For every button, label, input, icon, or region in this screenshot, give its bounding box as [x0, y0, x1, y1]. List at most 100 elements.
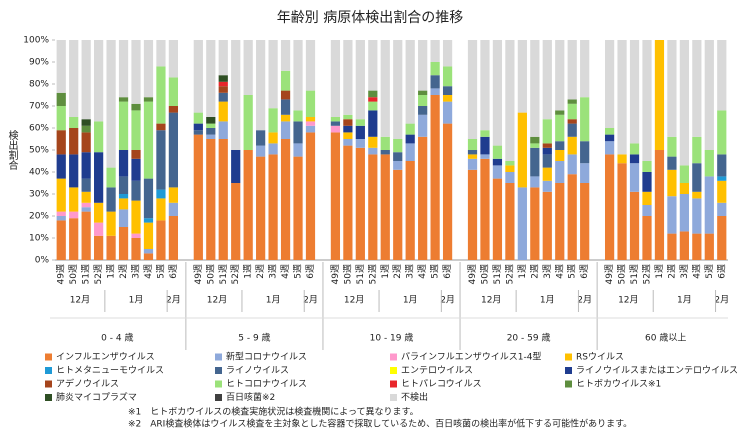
- legend-label: ライノウイルス: [226, 365, 289, 376]
- bar-segment: [442, 95, 453, 102]
- bar-segment: [567, 174, 577, 260]
- legend-label: エンテロウイルス: [401, 365, 473, 376]
- bar-segment: [118, 150, 129, 177]
- bar-segment: [542, 154, 552, 168]
- bar-segment: [280, 114, 291, 122]
- bar-segment: [667, 196, 677, 234]
- bar-segment: [280, 90, 291, 100]
- bar-segment: [106, 167, 116, 188]
- bar-segment: [293, 40, 303, 111]
- bar-segment: [293, 143, 303, 157]
- bar-segment: [118, 194, 129, 199]
- bar-segment: [193, 112, 203, 124]
- legend-label: パラインフルエンザウイルス1-4型: [401, 352, 541, 363]
- bar-segment: [555, 141, 565, 150]
- bar-segment: [492, 165, 503, 179]
- bar-segment: [243, 40, 253, 95]
- legend-label: 不検出: [401, 391, 428, 403]
- bar-segment: [293, 110, 303, 122]
- bar-segment: [343, 119, 353, 126]
- bar-segment: [418, 136, 428, 260]
- month-label: 12月: [207, 295, 227, 306]
- legend-label: 百日咳菌※2: [226, 391, 275, 403]
- bar-segment: [517, 40, 527, 113]
- bar-segment: [480, 136, 490, 155]
- legend-swatch: [45, 380, 52, 388]
- bar-segment: [530, 176, 540, 188]
- bar-segment: [280, 99, 291, 115]
- bar-segment: [131, 180, 141, 201]
- bar-segment: [517, 112, 527, 188]
- bar-segment: [704, 176, 714, 234]
- x-tick-label: 6週: [168, 264, 179, 279]
- bar-segment: [69, 128, 79, 155]
- bar-segment: [368, 97, 378, 102]
- bar-segment: [430, 88, 440, 95]
- bar-segment: [268, 154, 278, 260]
- bar-segment: [430, 75, 440, 89]
- legend-swatch: [565, 367, 572, 374]
- y-tick-label: 30%: [29, 190, 49, 200]
- y-tick-label: 100%: [23, 36, 49, 46]
- x-tick-label: 3週: [679, 264, 690, 279]
- bar-segment: [131, 40, 141, 104]
- bar-segment: [442, 86, 453, 95]
- bar-segment: [667, 156, 677, 170]
- bar-segment: [280, 121, 291, 139]
- bar-segment: [143, 97, 154, 102]
- bar-segment: [492, 158, 503, 166]
- bar-segment: [530, 136, 540, 144]
- bar-segment: [218, 121, 228, 139]
- bar-segment: [280, 40, 291, 71]
- bar-segment: [480, 130, 490, 137]
- x-tick-label: 52週: [93, 264, 104, 284]
- legend-swatch: [390, 380, 397, 388]
- bar-segment: [106, 211, 116, 236]
- chart-title: 年齢別 病原体検出割合の推移: [277, 9, 463, 26]
- group-label: 60 歳以上: [645, 332, 686, 344]
- bar-segment: [56, 106, 66, 131]
- bar-segment: [567, 103, 577, 120]
- bar-segment: [206, 117, 216, 124]
- bar-segment: [642, 161, 652, 172]
- bar-segment: [542, 180, 552, 192]
- footnote: ※2 ARI検査検体はウイルス検査を主対象とした容器で採取しているため、百日咳菌…: [128, 418, 632, 430]
- bar-segment: [81, 125, 91, 133]
- bar-segment: [555, 161, 565, 183]
- bar-segment: [231, 40, 241, 150]
- bar-segment: [567, 40, 577, 100]
- bar-segment: [580, 141, 590, 164]
- bar-segment: [206, 40, 216, 117]
- bar-segment: [218, 40, 228, 76]
- x-tick-label: 51週: [629, 264, 640, 284]
- bar-segment: [218, 92, 228, 102]
- y-tick-label: 60%: [29, 124, 49, 134]
- bar-segment: [143, 178, 154, 219]
- month-label: 12月: [344, 295, 364, 306]
- legend-label: ヒトパレコウイルス: [401, 379, 482, 390]
- bar-segment: [380, 154, 390, 260]
- bar-segment: [118, 227, 129, 260]
- bar-segment: [679, 231, 689, 260]
- bar-segment: [131, 233, 141, 238]
- bar-segment: [355, 40, 365, 120]
- bar-segment: [492, 178, 503, 260]
- bar-segment: [330, 117, 341, 122]
- bar-segment: [667, 233, 677, 260]
- bar-segment: [617, 154, 627, 164]
- y-tick-label: 90%: [29, 58, 49, 68]
- legend-label: インフルエンザウイルス: [56, 352, 155, 363]
- bar-segment: [604, 134, 615, 142]
- legend-swatch: [215, 353, 222, 361]
- bar-segment: [580, 163, 590, 183]
- x-tick-label: 51週: [355, 264, 366, 284]
- bar-segment: [692, 198, 702, 234]
- bar-segment: [368, 101, 378, 111]
- bar-segment: [118, 198, 129, 210]
- bar-segment: [654, 150, 665, 260]
- bar-segment: [94, 222, 104, 236]
- bar-segment: [692, 233, 702, 260]
- bar-segment: [81, 178, 91, 192]
- bar-segment: [717, 180, 727, 203]
- x-tick-label: 1週: [380, 264, 391, 279]
